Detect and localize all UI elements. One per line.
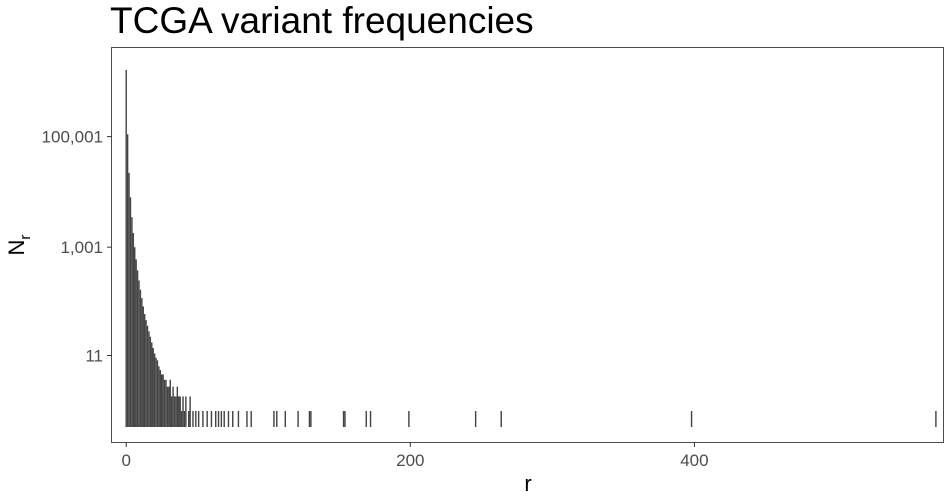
histogram-bars (125, 70, 937, 428)
histogram-bar (237, 411, 240, 427)
histogram-bar (179, 396, 181, 427)
histogram-bar (297, 411, 299, 427)
histogram-bar (141, 298, 143, 427)
histogram-bar (308, 411, 311, 427)
histogram-bar (126, 134, 129, 428)
histogram-bar (143, 313, 146, 427)
x-tick-label: 0 (121, 451, 130, 470)
histogram-bar (500, 411, 502, 427)
histogram-bar (690, 411, 693, 427)
histogram-bar (474, 411, 477, 427)
histogram-bar (170, 396, 173, 427)
histogram-bar (185, 396, 187, 427)
histogram-bar (369, 411, 372, 427)
histogram-bar (246, 411, 248, 427)
histogram-bar (166, 386, 169, 427)
histogram-bar (214, 411, 217, 427)
histogram-bar (156, 360, 159, 427)
histogram-bar (197, 411, 200, 427)
histogram-bar (129, 197, 132, 427)
y-axis-title: Nr (4, 235, 34, 256)
histogram-bar (227, 411, 230, 427)
x-tick-label: 200 (396, 451, 424, 470)
histogram-bar (195, 411, 197, 427)
histogram-bar (149, 336, 152, 427)
histogram-bar (183, 411, 186, 427)
histogram-bar (161, 374, 163, 427)
histogram-bar (162, 374, 164, 427)
histogram-bar (138, 280, 140, 427)
histogram-bar (148, 331, 150, 427)
histogram-bar (136, 270, 139, 427)
histogram-bar (284, 411, 287, 427)
histogram-bar (232, 411, 234, 427)
histogram-bar (189, 396, 191, 427)
histogram-bar (153, 353, 156, 427)
histogram-bar (158, 366, 160, 427)
histogram-bar (408, 411, 410, 427)
y-axis-title-subscript: r (17, 235, 34, 240)
histogram-bar (169, 379, 171, 427)
histogram-bar (365, 411, 367, 427)
y-tick-label: 100,001 (42, 128, 103, 147)
histogram-bar (139, 289, 142, 427)
histogram-bar (276, 411, 278, 427)
histogram-bar (168, 386, 170, 427)
histogram-bar (342, 411, 345, 427)
histogram-bar (145, 320, 147, 427)
y-tick-label: 1,001 (60, 238, 103, 257)
histogram-bar (165, 379, 167, 427)
histogram-bar (125, 70, 127, 427)
histogram-bar (135, 259, 137, 427)
histogram-bar (132, 233, 135, 427)
histogram-bar (176, 386, 179, 427)
histogram-bar (344, 411, 346, 427)
histogram-bar (217, 411, 220, 427)
histogram-bar (182, 396, 184, 427)
chart-title: TCGA variant frequencies (110, 0, 534, 41)
histogram-bar (155, 357, 157, 427)
histogram-bar (310, 411, 312, 427)
y-axis-title-main: N (4, 240, 29, 256)
histogram-bar (175, 396, 177, 427)
histogram-bar (250, 411, 252, 427)
histogram-bar (173, 396, 176, 427)
histogram-bar (223, 411, 225, 427)
histogram-bar (128, 172, 130, 427)
histogram-bar (202, 411, 204, 427)
histogram-bar (188, 411, 190, 427)
histogram-bar (146, 325, 149, 427)
histogram-bar (210, 411, 213, 427)
y-tick-label: 11 (85, 346, 103, 365)
x-tick-label: 400 (680, 451, 708, 470)
histogram-bar (152, 348, 154, 427)
histogram-bar (935, 411, 937, 427)
histogram-bar (180, 411, 183, 427)
histogram-bar (178, 396, 180, 427)
histogram-bar (273, 411, 275, 427)
x-axis: 0 200 400 (121, 442, 709, 470)
histogram-bar (163, 379, 166, 427)
histogram-bar (159, 370, 162, 427)
y-axis: 11 1,001 100,001 (42, 128, 112, 365)
histogram-bar (172, 386, 174, 427)
histogram-bar (151, 342, 153, 427)
histogram-bar (206, 411, 208, 427)
plot-panel-border (111, 47, 944, 443)
histogram-bar (142, 306, 144, 427)
histogram-bar (192, 411, 194, 427)
histogram-bar (134, 247, 136, 427)
histogram-bar (131, 217, 133, 427)
histogram-bar (220, 411, 223, 427)
x-axis-title: r (524, 471, 531, 496)
